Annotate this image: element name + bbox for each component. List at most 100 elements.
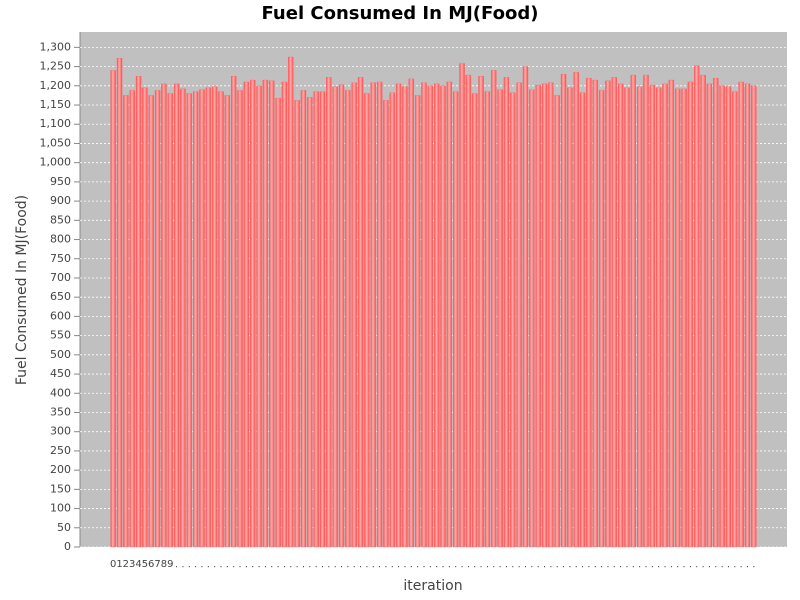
bar xyxy=(713,77,719,548)
x-tick-stub xyxy=(404,566,406,568)
x-tick-stub xyxy=(277,566,279,568)
bar xyxy=(459,63,465,548)
x-tick-stub xyxy=(537,566,539,568)
bar xyxy=(579,92,586,548)
bar xyxy=(484,91,491,548)
x-tick-stub xyxy=(264,566,266,568)
bar xyxy=(395,83,402,548)
bar xyxy=(345,90,351,548)
x-tick-stub xyxy=(702,566,704,568)
x-tick-stub xyxy=(176,566,178,568)
bar xyxy=(231,76,237,548)
bar xyxy=(275,97,281,548)
x-tick-stub xyxy=(746,566,748,568)
x-tick-stub xyxy=(379,566,381,568)
x-tick-stub xyxy=(391,566,393,568)
x-tick-stub xyxy=(626,566,628,568)
x-tick-stub xyxy=(613,566,615,568)
x-tick-stub xyxy=(664,566,666,568)
y-tick-label: 1,100 xyxy=(40,117,72,130)
bar xyxy=(446,81,453,548)
bar xyxy=(414,95,421,548)
bar xyxy=(218,91,224,548)
bar xyxy=(357,77,364,548)
x-tick-stub xyxy=(556,566,558,568)
y-tick-label: 1,250 xyxy=(40,60,72,73)
bar xyxy=(148,95,154,548)
bar xyxy=(624,87,630,548)
bar xyxy=(554,95,560,548)
y-tick-label: 1,200 xyxy=(40,79,72,92)
x-axis-label: iteration xyxy=(403,578,462,594)
x-tick-label: 7 xyxy=(154,559,160,570)
bar xyxy=(243,81,250,548)
bar xyxy=(598,90,605,548)
x-tick-stub xyxy=(753,566,755,568)
bar xyxy=(237,90,243,548)
x-tick-stub xyxy=(429,566,431,568)
bar xyxy=(313,91,319,548)
x-tick-stub xyxy=(347,566,349,568)
y-tick-label: 1,000 xyxy=(40,156,72,169)
x-tick-stub xyxy=(569,566,571,568)
bar xyxy=(630,74,636,548)
x-tick-stub xyxy=(575,566,577,568)
bar xyxy=(465,74,472,548)
bar xyxy=(662,83,668,548)
x-tick-stub xyxy=(620,566,622,568)
bar xyxy=(161,83,167,548)
x-tick-stub xyxy=(341,566,343,568)
bar xyxy=(636,86,643,548)
bar xyxy=(535,84,541,548)
bar xyxy=(522,66,529,548)
x-tick-stub xyxy=(632,566,634,568)
bar xyxy=(376,81,383,548)
bar xyxy=(738,81,744,548)
x-tick-label: 5 xyxy=(142,559,148,570)
x-tick-stub xyxy=(214,566,216,568)
bar xyxy=(332,86,338,548)
x-tick-stub xyxy=(315,566,317,568)
bar xyxy=(751,85,757,548)
x-tick-stub xyxy=(689,566,691,568)
y-tick-label: 1,300 xyxy=(40,40,72,53)
y-tick-label: 800 xyxy=(50,233,71,246)
x-tick-stub xyxy=(518,566,520,568)
bar xyxy=(211,86,218,548)
x-tick-stub xyxy=(233,566,235,568)
bar xyxy=(605,80,611,548)
y-tick-label: 650 xyxy=(50,290,71,303)
y-tick-label: 250 xyxy=(50,444,71,457)
x-tick-stub xyxy=(410,566,412,568)
bar xyxy=(123,95,129,548)
bar xyxy=(288,56,294,548)
bar xyxy=(167,93,173,548)
bar xyxy=(281,81,288,548)
bar xyxy=(173,83,180,548)
bar xyxy=(516,82,522,548)
x-tick-stub xyxy=(512,566,514,568)
x-tick-stub xyxy=(258,566,260,568)
x-tick-stub xyxy=(524,566,526,568)
x-tick-stub xyxy=(226,566,228,568)
bar xyxy=(199,89,205,548)
x-tick-stub xyxy=(607,566,609,568)
x-tick-stub xyxy=(740,566,742,568)
bar xyxy=(440,85,446,548)
x-tick-stub xyxy=(651,566,653,568)
bar xyxy=(573,72,579,548)
x-tick-stub xyxy=(334,566,336,568)
bar xyxy=(224,95,231,548)
bar xyxy=(744,83,751,548)
x-tick-stub xyxy=(283,566,285,568)
bar xyxy=(503,77,510,548)
bar xyxy=(453,91,459,548)
x-tick-stub xyxy=(188,566,190,568)
bar xyxy=(472,93,478,548)
x-tick-stub xyxy=(360,566,362,568)
y-tick-label: 950 xyxy=(50,175,71,188)
bar xyxy=(421,82,427,548)
x-tick-stub xyxy=(734,566,736,568)
x-tick-stub xyxy=(321,566,323,568)
